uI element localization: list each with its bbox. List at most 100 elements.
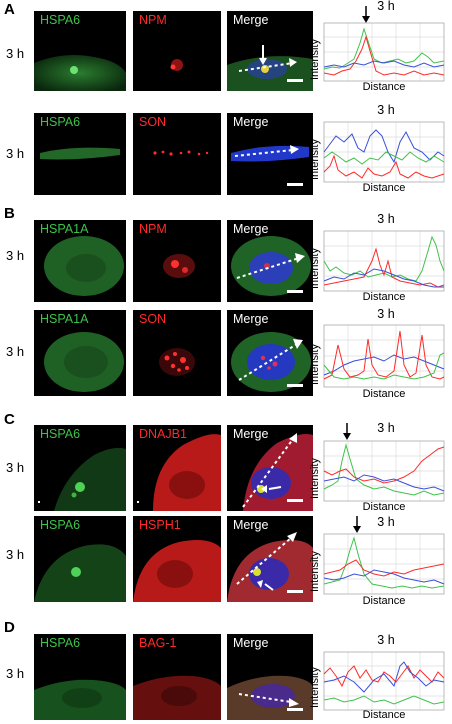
y-axis-label: Intensity [309,667,321,708]
panel-letter-b: B [4,205,15,222]
scale-bar [287,708,303,711]
micrograph-red: NPM [133,11,221,91]
micrograph-green: HSPA6 [34,634,126,720]
micrograph-merge: Merge [227,113,313,195]
cell-shape [44,332,124,392]
channel-label: HSPA6 [40,13,81,27]
panel-letter-a: A [4,1,15,18]
panel-letter-c: C [4,411,15,428]
scale-bar [287,79,303,82]
channel-label: NPM [139,222,167,236]
merge-image [231,236,311,296]
channel-label: DNAJB1 [139,427,187,441]
intensity-plot [323,230,445,292]
merge-image [231,332,311,392]
cell-shape [159,348,195,376]
channel-label: Merge [233,427,269,441]
x-axis-label: Distance [362,595,406,607]
cell-shape [170,59,183,71]
intensity-plot [323,533,445,595]
intensity-plot [323,440,445,502]
channel-label: HSPA6 [40,427,81,441]
channel-label: SON [139,312,167,326]
panel-letter-d: D [4,619,15,636]
merge-image [242,433,313,511]
micrograph-green: HSPA1A [34,310,126,396]
cell-shape [34,55,126,91]
micrograph-merge: Merge [227,516,313,602]
channel-label: Merge [233,636,269,650]
time-label: 3 h [6,666,25,681]
plot-title: 3 h [377,307,395,321]
cell-shape [38,447,126,511]
x-axis-label: Distance [362,81,406,93]
micrograph-green: HSPA6 [34,516,126,602]
intensity-plot [323,22,445,82]
x-axis-label: Distance [362,291,406,303]
plot-title: 3 h [377,515,395,529]
channel-label: HSPA6 [40,518,81,532]
channel-label: Merge [233,222,269,236]
line-profile [323,324,445,388]
x-axis-label: Distance [362,182,406,194]
cell-shape [133,675,221,720]
plot-title: 3 h [377,212,395,226]
x-axis-label: Distance [362,501,406,513]
cell-shape [163,254,195,278]
x-axis-label: Distance [362,709,406,721]
micrograph-red: SON [133,113,221,195]
channel-label: Merge [233,115,269,129]
scale-bar [287,290,303,293]
time-label: 3 h [6,460,25,475]
micrograph-merge: Merge [227,425,313,511]
cell-shape [133,540,221,602]
time-label: 3 h [6,248,25,263]
channel-label: HSPA6 [40,115,81,129]
micrograph-red: BAG-1 [133,634,221,720]
plot-title: 3 h [377,0,395,13]
merge-image [227,532,313,602]
micrograph-green: HSPA6 [34,11,126,91]
line-profile [323,651,445,711]
micrograph-green: HSPA6 [34,425,126,511]
time-label: 3 h [6,547,25,562]
cell-shape [34,679,126,720]
line-profile [323,121,445,183]
micrograph-merge: Merge [227,220,313,302]
channel-label: SON [139,115,167,129]
time-label: 3 h [6,46,25,61]
plot-title: 3 h [377,633,395,647]
x-axis-label: Distance [362,388,406,400]
scale-bar [287,183,303,186]
cell-shape [153,150,209,156]
cell-shape [40,147,120,160]
scale-bar [287,499,303,502]
micrograph-merge: Merge [227,310,313,396]
time-label: 3 h [6,344,25,359]
scale-bar [287,590,303,593]
channel-label: NPM [139,13,167,27]
micrograph-merge: Merge [227,11,313,91]
intensity-plot [323,324,445,388]
channel-label: Merge [233,13,269,27]
channel-label: HSPA6 [40,636,81,650]
micrograph-red: SON [133,310,221,396]
merge-image [227,45,313,91]
line-profile [323,440,445,502]
line-profile [323,22,445,82]
cell-shape [34,544,126,602]
micrograph-merge: Merge [227,634,313,720]
time-label: 3 h [6,146,25,161]
plot-title: 3 h [377,421,395,435]
channel-label: BAG-1 [139,636,177,650]
line-profile [323,533,445,595]
cell-shape [137,434,221,511]
channel-label: Merge [233,518,269,532]
scale-bar [287,384,303,387]
merge-image [231,145,309,162]
channel-label: Merge [233,312,269,326]
micrograph-red: HSPH1 [133,516,221,602]
